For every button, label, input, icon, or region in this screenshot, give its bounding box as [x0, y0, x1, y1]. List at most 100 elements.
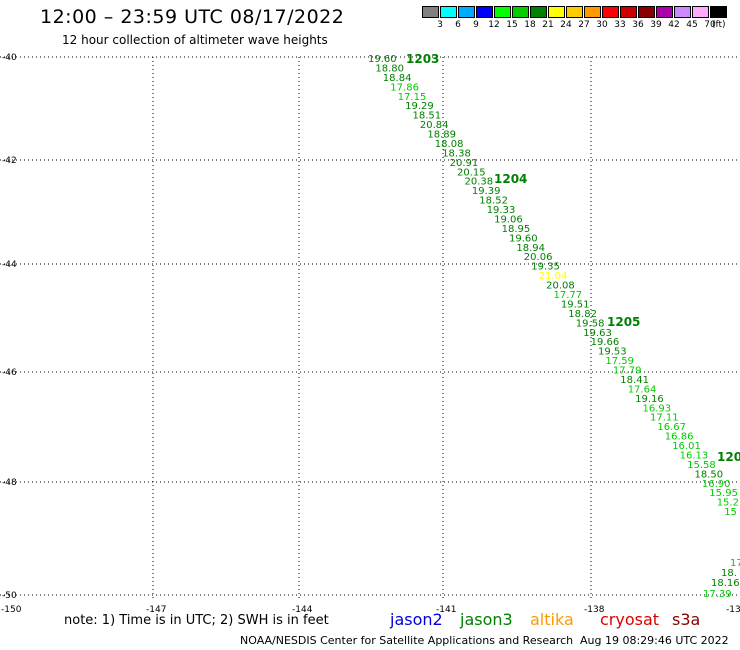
obs-value: 19.29 [405, 101, 434, 112]
pass-label: 120 [717, 450, 740, 464]
obs-value: 18.89 [427, 130, 456, 141]
obs-value: 19.33 [487, 205, 516, 216]
footer-note: note: 1) Time is in UTC; 2) SWH is in fe… [64, 613, 329, 628]
obs-value: 16.86 [665, 432, 694, 443]
obs-value: 18.51 [413, 111, 442, 122]
pass-label: 1205 [607, 315, 640, 329]
legend-value: 30 [596, 20, 608, 30]
satellite-label-altika: altika [530, 610, 574, 629]
page-subtitle: 12 hour collection of altimeter wave hei… [62, 33, 328, 47]
obs-value: 20.08 [546, 281, 575, 292]
legend-swatch [656, 6, 673, 18]
obs-value: 19.39 [472, 186, 501, 197]
obs-value: 16.93 [643, 403, 672, 414]
lat-label: -42 [2, 156, 17, 166]
legend-value: 70 [704, 20, 716, 30]
obs-value: 18.08 [435, 139, 464, 150]
legend-value: 39 [650, 20, 662, 30]
legend-swatch [674, 6, 691, 18]
legend-swatch [548, 6, 565, 18]
legend-swatch [692, 6, 709, 18]
obs-value: 18.38 [442, 148, 471, 159]
obs-value: 19.63 [583, 328, 612, 339]
map-grid: -40 -42 -44 -46 -48 -50 -150 -147 -144 -141 -138 -1… [0, 53, 740, 615]
obs-value: 20.38 [465, 177, 494, 188]
legend-value: 6 [455, 20, 461, 30]
obs-value: 21.04 [539, 271, 568, 282]
legend-value: 12 [488, 20, 500, 30]
satellite-label-jason2: jason2 [390, 610, 443, 629]
obs-value: 16.01 [672, 441, 701, 452]
lat-label: -40 [2, 53, 17, 63]
legend-swatch [584, 6, 601, 18]
legend-value: 27 [578, 20, 590, 30]
obs-value: 19.06 [494, 215, 523, 226]
obs-value: 18.95 [502, 224, 531, 235]
obs-value: 16.67 [657, 422, 686, 433]
pass-label: 1204 [494, 172, 527, 186]
legend-value: 24 [560, 20, 572, 30]
lat-label: -46 [2, 368, 17, 378]
page-title: 12:00 – 23:59 UTC 08/17/2022 [40, 6, 345, 28]
obs-value: 17.64 [628, 384, 657, 395]
obs-value: 17.15 [398, 92, 427, 103]
legend-swatch [422, 6, 439, 18]
legend-swatch [458, 6, 475, 18]
legend-value: 15 [506, 20, 518, 30]
legend-swatch [530, 6, 547, 18]
lon-label: -144 [292, 605, 313, 615]
lat-label: -44 [2, 260, 17, 270]
obs-value: 17.59 [605, 356, 634, 367]
obs-value: 17 [730, 558, 740, 569]
obs-value: 18.41 [620, 375, 649, 386]
satellite-label-s3a: s3a [672, 610, 701, 629]
lon-label: -138 [584, 605, 605, 615]
legend-swatch [440, 6, 457, 18]
obs-value: 20.84 [420, 120, 449, 131]
obs-value: 15.95 [709, 488, 738, 499]
obs-value: 17.79 [613, 366, 642, 377]
obs-value: 19.35 [531, 262, 560, 273]
obs-value: 19.60 [509, 233, 538, 244]
legend-value: 42 [668, 20, 680, 30]
obs-value: 19.66 [591, 337, 620, 348]
legend-swatch [620, 6, 637, 18]
obs-value: 18. [721, 568, 737, 579]
obs-value: 20.91 [450, 158, 479, 169]
footer-timestamp: Aug 19 08:29:46 UTC 2022 [580, 634, 729, 647]
obs-value: 19.60 [368, 54, 397, 65]
legend-value: 36 [632, 20, 644, 30]
legend-swatch [638, 6, 655, 18]
legend-swatch [602, 6, 619, 18]
lon-label: -135 [726, 605, 740, 615]
satellite-label-cryosat: cryosat [600, 610, 660, 629]
obs-value: 15.2 [717, 498, 739, 509]
legend-value: 45 [686, 20, 698, 30]
obs-value: 16.13 [680, 451, 709, 462]
obs-value: 17.39 [703, 589, 732, 600]
legend-unit: (ft) [712, 20, 726, 30]
obs-value: 19.16 [635, 394, 664, 405]
legend-swatch [476, 6, 493, 18]
obs-value: 15.58 [687, 460, 716, 471]
legend-swatch [512, 6, 529, 18]
obs-value: 16.90 [702, 479, 731, 490]
legend-value: 3 [437, 20, 443, 30]
obs-value: 19.58 [576, 318, 605, 329]
lon-label: -147 [146, 605, 166, 615]
legend-value: 21 [542, 20, 554, 30]
lat-label: -50 [2, 591, 17, 601]
obs-value: 18.84 [383, 73, 412, 84]
pass-label: 1203 [406, 52, 439, 66]
legend-value: 9 [473, 20, 479, 30]
obs-value: 18.94 [516, 243, 545, 254]
obs-value: 17.77 [554, 290, 583, 301]
legend-value: 33 [614, 20, 626, 30]
legend-swatch [494, 6, 511, 18]
obs-value: 20.15 [457, 167, 486, 178]
legend-value: 18 [524, 20, 536, 30]
obs-value: 20.06 [524, 252, 553, 263]
satellite-label-jason3: jason3 [460, 610, 513, 629]
obs-value: 18.50 [695, 469, 724, 480]
obs-value: 15 [724, 507, 737, 518]
